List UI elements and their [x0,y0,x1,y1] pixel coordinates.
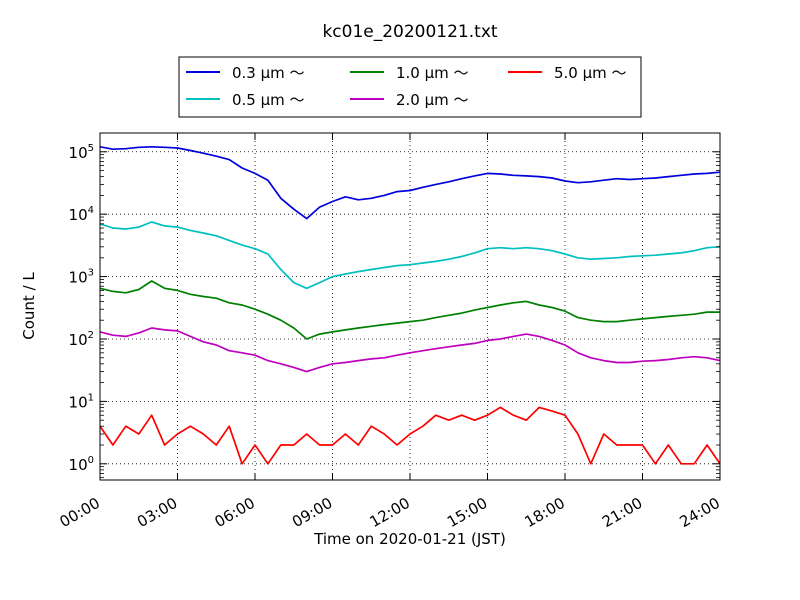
axis-ticks [99,132,721,480]
grid [100,133,720,480]
y-tick-label: 101 [69,392,94,411]
x-tick-label: 12:00 [367,494,413,531]
legend-label-series-0: 0.3 μm ～ [232,64,305,82]
x-axis-label: Time on 2020-01-21 (JST) [313,530,506,548]
chart-title: kc01e_20200121.txt [322,22,497,42]
legend-label-series-3: 2.0 μm ～ [396,91,469,109]
x-tick-label: 15:00 [444,494,490,531]
y-tick-label: 102 [69,330,94,349]
legend-label-series-1: 0.5 μm ～ [232,91,305,109]
y-tick-label: 104 [69,205,94,224]
series-3-line [100,327,720,373]
legend-box [178,56,642,118]
x-tick-label: 18:00 [522,494,568,531]
y-axis-label: Count / L [20,272,38,340]
x-tick-label: 09:00 [289,494,335,531]
legend-label-series-4: 5.0 μm ～ [554,64,627,82]
series-1-line [100,221,720,290]
legend: 0.3 μm ～ 0.5 μm ～ 1.0 μm ～ 2.0 μm ～ 5.0 μm ～ [178,56,642,118]
y-tick-labels: 100 101 102 103 104 105 [69,143,94,474]
y-tick-label: 103 [69,268,94,287]
x-tick-label: 06:00 [212,494,258,531]
x-tick-label: 03:00 [134,494,180,531]
series-0-line [100,145,720,220]
legend-label-series-2: 1.0 μm ～ [396,64,469,82]
x-tick-label: 21:00 [599,494,645,531]
y-tick-label: 105 [69,143,94,162]
x-tick-label: 00:00 [57,494,103,531]
x-tick-labels: 00:00 03:00 06:00 09:00 12:00 15:00 18:00 21:00… [57,494,723,531]
x-tick-label: 24:00 [677,494,723,531]
series-2-line [100,280,720,340]
series-lines [100,145,720,465]
y-tick-label: 100 [69,455,94,474]
series-4-line [100,406,720,465]
